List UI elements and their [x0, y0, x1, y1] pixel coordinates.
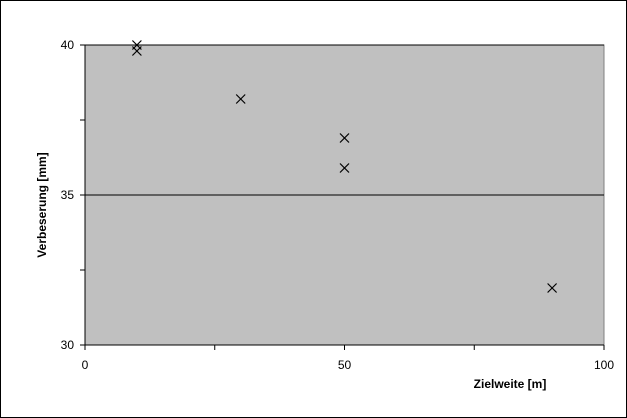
data-point — [339, 163, 350, 173]
data-point — [131, 46, 142, 56]
data-point — [547, 283, 558, 293]
data-point-stroke — [235, 94, 246, 104]
y-tick-label: 35 — [61, 188, 75, 202]
x-tick-label: 100 — [594, 358, 614, 372]
data-point — [339, 133, 350, 143]
data-point-stroke — [131, 46, 142, 56]
y-tick-label: 30 — [61, 338, 75, 352]
y-axis-label: Verbeserung [mm] — [35, 152, 49, 257]
x-tick-label: 50 — [338, 358, 352, 372]
y-tick-label: 40 — [61, 38, 75, 52]
data-point-stroke — [339, 133, 350, 143]
data-point-stroke — [547, 283, 558, 293]
x-axis-label: Zielweite [m] — [474, 377, 547, 391]
x-axis-ticks: 0 50 100 — [82, 345, 614, 372]
data-point-stroke — [339, 163, 350, 173]
data-point — [235, 94, 246, 104]
gridlines — [85, 44, 604, 196]
data-points — [131, 40, 558, 293]
y-axis-ticks: 30 35 40 — [61, 38, 85, 352]
x-tick-label: 0 — [82, 358, 89, 372]
